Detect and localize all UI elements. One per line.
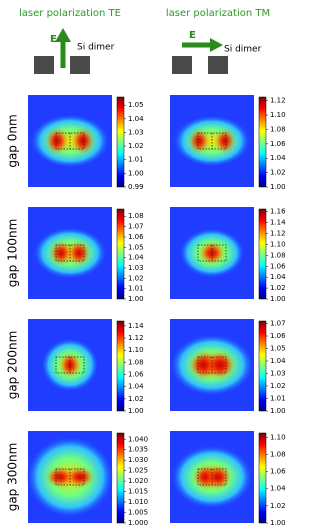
colorbar-tick-label: 1.03 bbox=[128, 264, 144, 272]
colorbar-tick-label: 1.08 bbox=[128, 212, 144, 220]
colorbar-tick-label: 1.00 bbox=[270, 183, 286, 191]
colorbar-tick-label: 1.02 bbox=[270, 382, 286, 390]
colorbar-tick-label: 1.10 bbox=[270, 111, 286, 119]
colorbar-tick-label: 1.00 bbox=[128, 169, 144, 177]
colorbar bbox=[116, 320, 125, 412]
colorbar-tick-label: 1.010 bbox=[128, 498, 148, 506]
colorbar-tick-label: 0.99 bbox=[128, 183, 144, 191]
colorbar-tick-label: 1.04 bbox=[270, 357, 286, 365]
field-label: E bbox=[50, 34, 57, 45]
colorbar bbox=[258, 96, 267, 188]
colorbar-tick-label: 1.05 bbox=[128, 101, 144, 109]
colorbar-tick-label: 1.06 bbox=[270, 332, 286, 340]
field-hotspot bbox=[47, 129, 67, 153]
colorbar-tick-label: 1.04 bbox=[270, 485, 286, 493]
colorbar-tick-label: 1.015 bbox=[128, 488, 148, 496]
column-title: laser polarization TM bbox=[166, 8, 270, 19]
colorbar-tick-label: 1.02 bbox=[270, 502, 286, 510]
colorbar-tick-label: 1.000 bbox=[128, 519, 148, 527]
si-block bbox=[34, 56, 54, 74]
colorbar-tick-label: 1.07 bbox=[128, 223, 144, 231]
colorbar-tick-label: 1.12 bbox=[270, 97, 286, 105]
colorbar-tick-label: 1.020 bbox=[128, 477, 148, 485]
colorbar-tick-label: 1.03 bbox=[270, 370, 286, 378]
field-halo bbox=[173, 115, 251, 167]
colorbar-tick-label: 1.14 bbox=[128, 322, 144, 330]
si-block bbox=[70, 56, 90, 74]
colorbar-tick-label: 1.10 bbox=[128, 346, 144, 354]
field-hotspot bbox=[67, 468, 93, 486]
colorbar-tick-label: 1.01 bbox=[270, 395, 286, 403]
colorbar-tick-label: 1.06 bbox=[128, 371, 144, 379]
colorbar-tick-label: 1.05 bbox=[128, 243, 144, 251]
colorbar bbox=[258, 432, 267, 524]
colorbar-tick-label: 1.10 bbox=[270, 240, 286, 248]
row-label: gap 200nm bbox=[6, 331, 20, 400]
colorbar-tick-label: 1.025 bbox=[128, 467, 148, 475]
colorbar-tick-label: 1.02 bbox=[128, 142, 144, 150]
colorbar-tick-label: 1.00 bbox=[270, 519, 286, 527]
colorbar-tick-label: 1.035 bbox=[128, 446, 148, 454]
field-halo bbox=[30, 114, 110, 168]
colorbar-tick-label: 1.00 bbox=[270, 407, 286, 415]
colorbar-tick-label: 1.08 bbox=[270, 125, 286, 133]
si-block bbox=[172, 56, 192, 74]
figure: laser polarization TE E Si dimer laser p… bbox=[6, 8, 287, 527]
field-hotspot bbox=[216, 130, 234, 152]
dimer-label: Si dimer bbox=[224, 45, 262, 55]
colorbar-tick-label: 1.01 bbox=[128, 285, 144, 293]
colorbar-tick-label: 1.02 bbox=[128, 395, 144, 403]
field-hotspot bbox=[61, 354, 79, 376]
field-arrow-head bbox=[55, 28, 71, 42]
colorbar-tick-label: 1.06 bbox=[270, 262, 286, 270]
field-label: E bbox=[189, 30, 196, 41]
colorbar-tick-label: 1.00 bbox=[128, 407, 144, 415]
colorbar-tick-label: 1.16 bbox=[270, 208, 286, 216]
colorbar bbox=[116, 96, 125, 188]
colorbar-tick-label: 1.02 bbox=[128, 274, 144, 282]
colorbar-tick-label: 1.08 bbox=[270, 450, 286, 458]
colorbar-tick-label: 1.04 bbox=[128, 115, 144, 123]
colorbar-tick-label: 1.03 bbox=[128, 128, 144, 136]
colorbar-tick-label: 1.14 bbox=[270, 219, 286, 227]
field-hotspot bbox=[73, 129, 93, 153]
field-hotspot bbox=[47, 468, 73, 486]
colorbar-tick-label: 1.08 bbox=[270, 251, 286, 259]
colorbar-tick-label: 1.01 bbox=[128, 156, 144, 164]
colorbar-tick-label: 1.12 bbox=[270, 230, 286, 238]
field-hotspot bbox=[190, 130, 208, 152]
colorbar-tick-label: 1.04 bbox=[270, 273, 286, 281]
field-hotspot bbox=[201, 243, 223, 263]
colorbar-tick-label: 1.04 bbox=[128, 254, 144, 262]
colorbar-tick-label: 1.06 bbox=[270, 140, 286, 148]
colorbar-tick-label: 1.02 bbox=[270, 284, 286, 292]
colorbar-tick-label: 1.030 bbox=[128, 456, 148, 464]
row-label: gap 300nm bbox=[6, 443, 20, 512]
colorbar-tick-label: 1.07 bbox=[270, 320, 286, 328]
si-block bbox=[208, 56, 228, 74]
colorbar-tick-label: 1.08 bbox=[128, 358, 144, 366]
colorbar-tick-label: 1.10 bbox=[270, 433, 286, 441]
colorbar bbox=[116, 208, 125, 300]
row-label: gap 100nm bbox=[6, 219, 20, 288]
colorbar-tick-label: 1.06 bbox=[128, 233, 144, 241]
row-label: gap 0nm bbox=[6, 114, 20, 167]
colorbar-tick-label: 1.05 bbox=[270, 345, 286, 353]
colorbar-tick-label: 1.06 bbox=[270, 468, 286, 476]
colorbar-tick-label: 1.04 bbox=[128, 383, 144, 391]
colorbar-tick-label: 1.12 bbox=[128, 334, 144, 342]
field-hotspot bbox=[206, 352, 234, 378]
field-arrow-head bbox=[210, 38, 223, 52]
column-title: laser polarization TE bbox=[19, 8, 121, 19]
dimer-label: Si dimer bbox=[77, 43, 115, 53]
colorbar bbox=[258, 320, 267, 412]
colorbar bbox=[258, 208, 267, 300]
colorbar-tick-label: 1.04 bbox=[270, 154, 286, 162]
colorbar bbox=[116, 432, 125, 524]
colorbar-tick-label: 1.005 bbox=[128, 509, 148, 517]
colorbar-tick-label: 1.00 bbox=[270, 295, 286, 303]
colorbar-tick-label: 1.02 bbox=[270, 169, 286, 177]
colorbar-tick-label: 1.040 bbox=[128, 435, 148, 443]
colorbar-tick-label: 1.00 bbox=[128, 295, 144, 303]
